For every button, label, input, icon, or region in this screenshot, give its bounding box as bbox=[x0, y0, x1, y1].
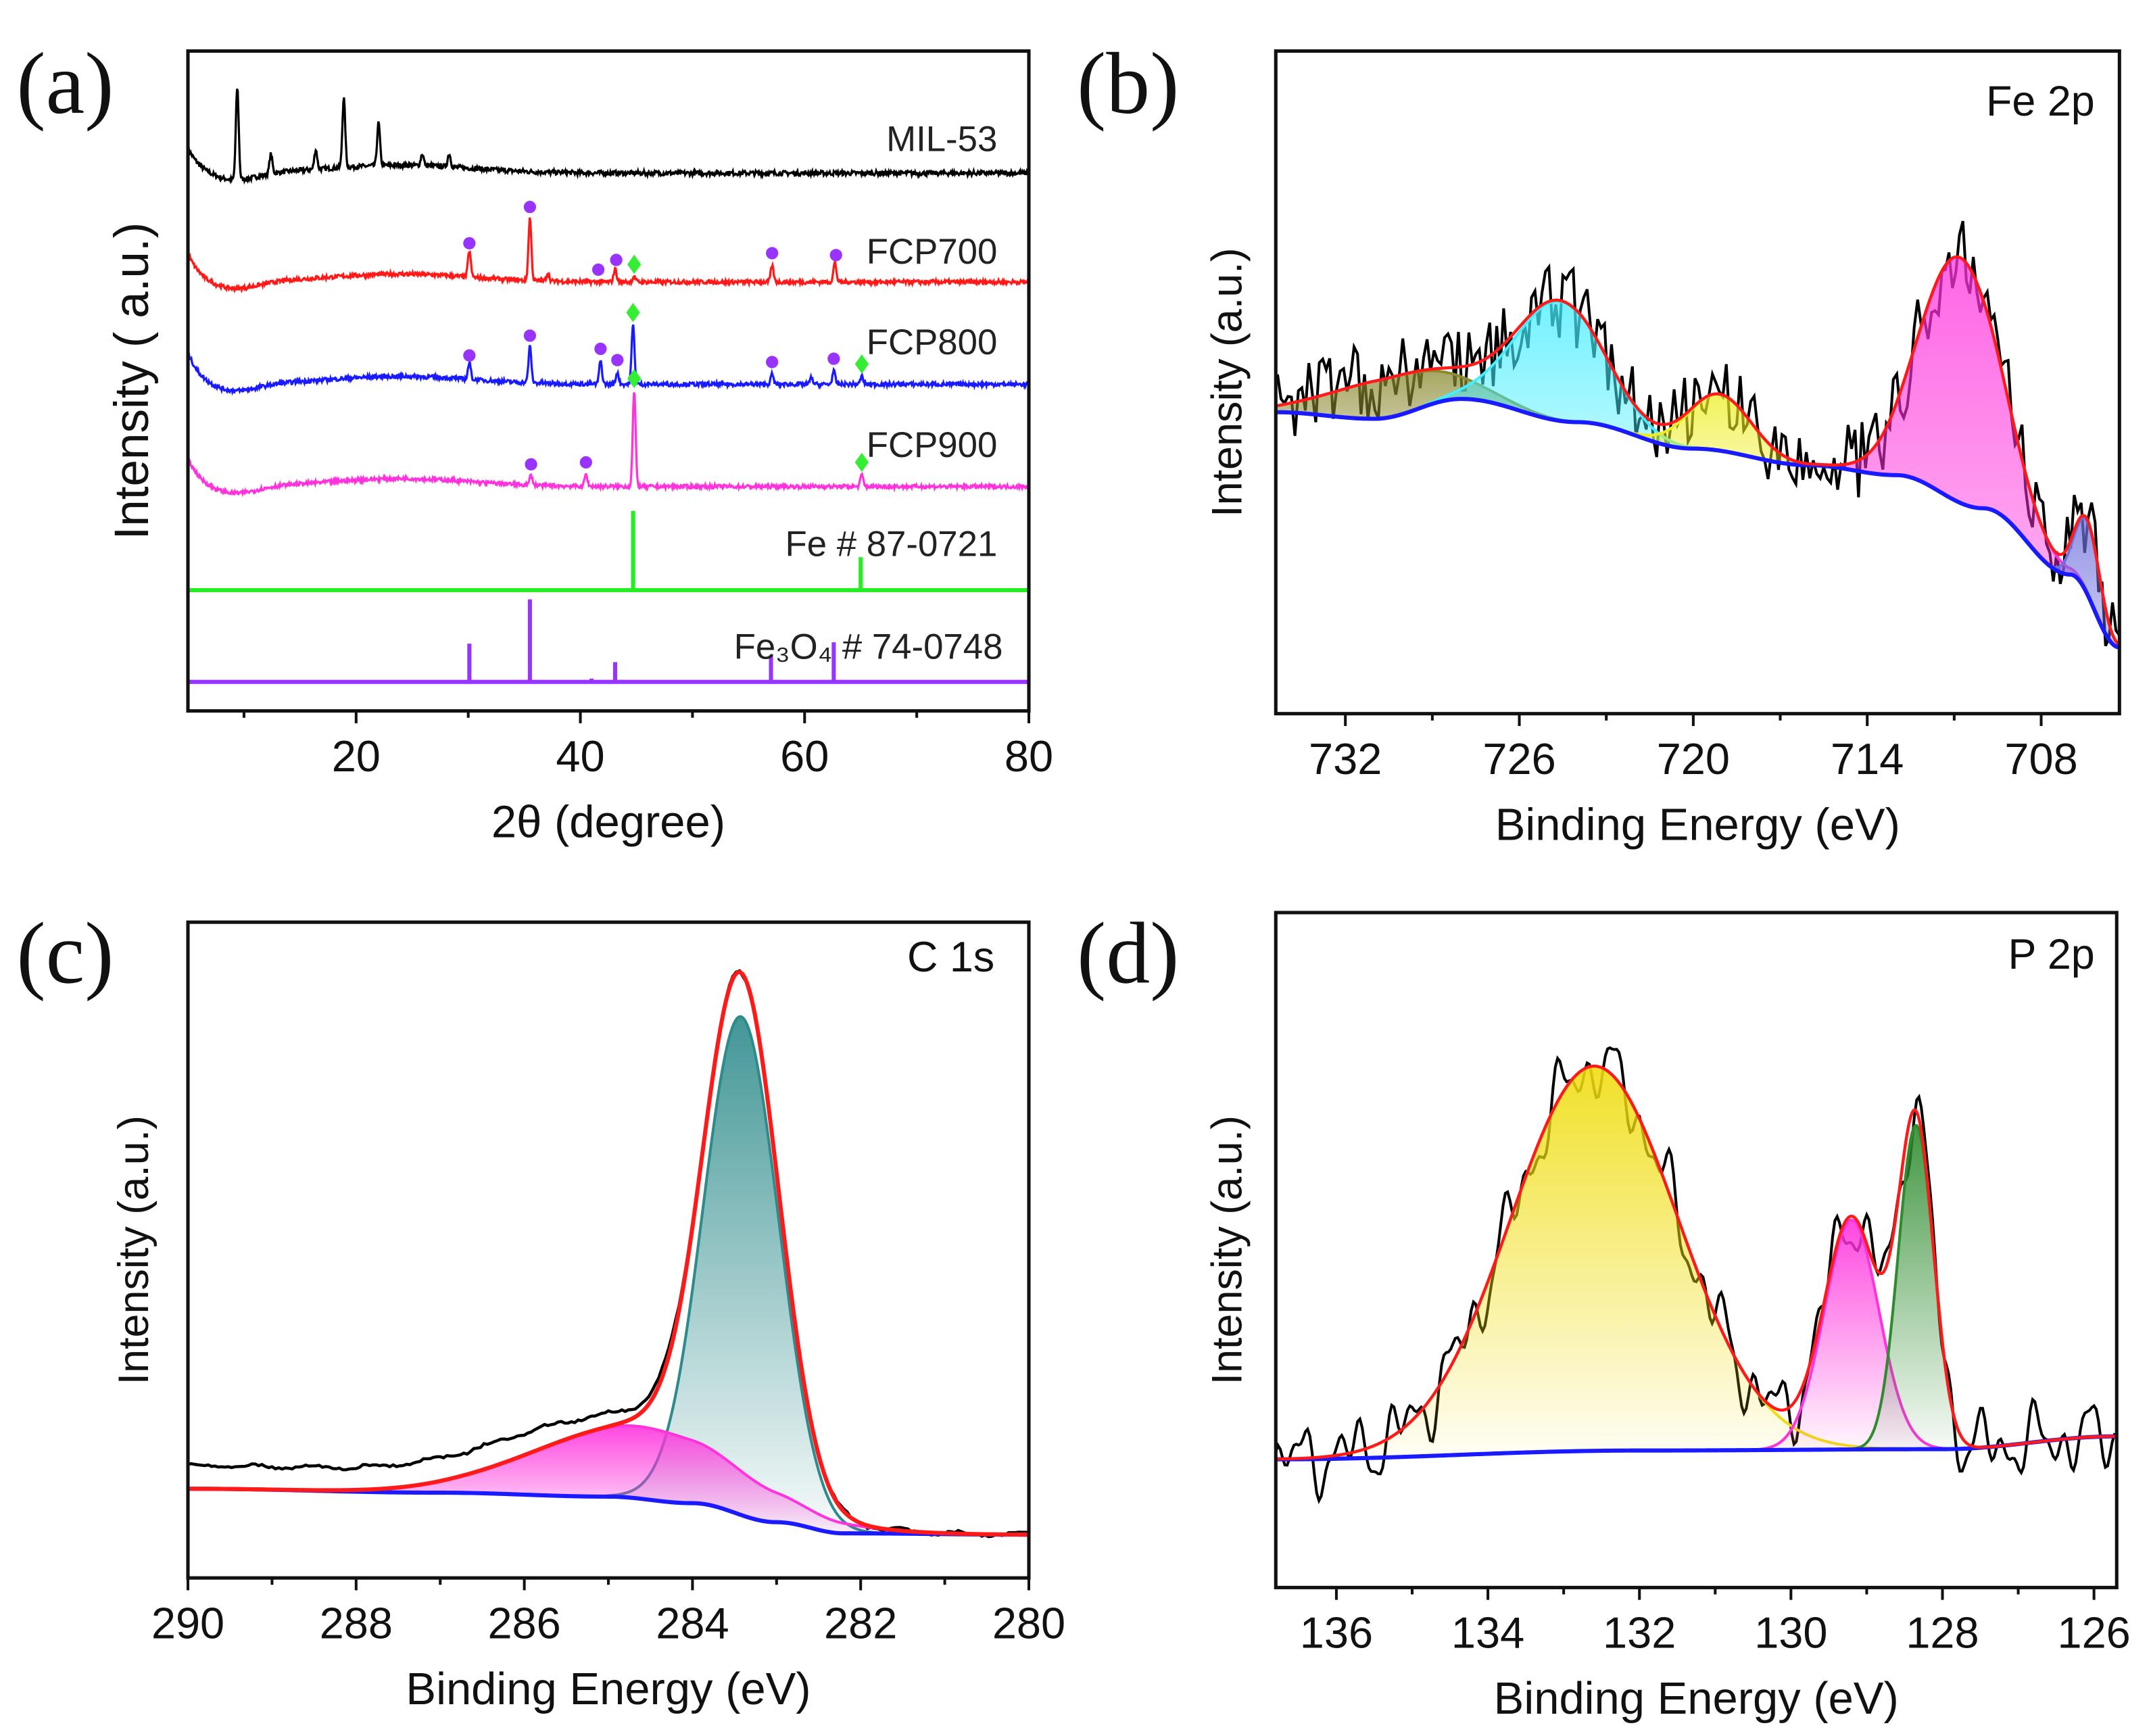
fe3o4-marker bbox=[525, 458, 537, 471]
panel-d-p2p: P 2p 136 134 132 130 128 126 Binding Energy (eV… bbox=[1077, 905, 2131, 1724]
plot-area bbox=[1276, 220, 2120, 650]
fe3o4-marker bbox=[463, 349, 476, 362]
series-label: FCP700 bbox=[867, 232, 998, 272]
x-tick-label: 128 bbox=[1906, 1608, 1979, 1658]
axes-frame bbox=[186, 49, 1031, 713]
panel-label: (c) bbox=[16, 905, 114, 1002]
fe3o4-marker bbox=[610, 254, 623, 266]
component-fill bbox=[1330, 301, 1790, 464]
xrd-trace bbox=[188, 217, 1030, 294]
series-label: FCP900 bbox=[867, 425, 998, 465]
x-tick-label: 284 bbox=[656, 1598, 729, 1647]
x-axis-label: 2θ (degree) bbox=[491, 796, 725, 847]
xrd-trace bbox=[188, 88, 1030, 185]
xrd-trace bbox=[188, 392, 1030, 498]
fe3o4-marker bbox=[463, 237, 476, 249]
fe3o4-marker bbox=[579, 456, 592, 469]
y-axis-label: Intensity (a.u.) bbox=[1204, 1115, 1251, 1384]
fe3o4-marker bbox=[829, 249, 842, 262]
fit-envelope bbox=[1276, 1064, 2117, 1461]
x-tick-label: 282 bbox=[824, 1598, 897, 1647]
series-label: Fe₃O₄ # 74-0748 bbox=[734, 627, 1003, 667]
spectrum-title: Fe 2p bbox=[1986, 78, 2095, 125]
x-tick-label: 60 bbox=[780, 731, 829, 781]
panel-label: (b) bbox=[1077, 35, 1179, 132]
fe3o4-marker bbox=[611, 354, 624, 366]
component-fill bbox=[1824, 1125, 2008, 1450]
x-tick-label: 726 bbox=[1482, 734, 1555, 783]
plot-area bbox=[1276, 1046, 2117, 1505]
fe-marker bbox=[627, 254, 642, 274]
component-fill bbox=[1749, 256, 2120, 648]
y-axis-label: Intensity ( a.u.) bbox=[105, 222, 159, 540]
x-tick-label: 136 bbox=[1300, 1608, 1373, 1658]
x-axis-label: Binding Energy (eV) bbox=[1495, 799, 1900, 850]
fe3o4-marker bbox=[827, 352, 840, 365]
x-tick-label: 80 bbox=[1005, 731, 1053, 781]
x-tick-label: 126 bbox=[2057, 1608, 2130, 1658]
panel-label: (a) bbox=[16, 35, 114, 132]
component-fill bbox=[1276, 1066, 2028, 1460]
fit-envelope bbox=[1276, 255, 2120, 646]
background-line bbox=[1276, 397, 2120, 650]
component-fill bbox=[188, 1425, 1030, 1535]
plot-area bbox=[188, 88, 1030, 684]
xrd-trace bbox=[188, 324, 1030, 396]
x-tick-label: 40 bbox=[556, 731, 604, 781]
series-label: MIL-53 bbox=[886, 120, 997, 160]
panel-label: (d) bbox=[1077, 905, 1179, 1002]
panel-a-xrd: MIL-53 FCP700 FCP800 FCP900 Fe # 87-0721 Fe₃O… bbox=[16, 35, 1053, 847]
x-tick-label: 20 bbox=[332, 731, 381, 781]
plot-area bbox=[188, 969, 1030, 1539]
spectrum-title: C 1s bbox=[907, 934, 994, 981]
component-fill bbox=[1710, 1220, 1993, 1451]
x-tick-label: 132 bbox=[1603, 1608, 1676, 1658]
x-tick-label: 280 bbox=[992, 1598, 1065, 1647]
fe3o4-marker bbox=[594, 342, 607, 356]
x-tick-label: 708 bbox=[2004, 734, 2077, 783]
component-fill bbox=[1276, 370, 1714, 450]
y-axis-label: Intensity (a.u.) bbox=[110, 1115, 158, 1384]
y-axis-label: Intensity (a.u.) bbox=[1204, 247, 1251, 516]
fe3o4-marker bbox=[591, 263, 605, 276]
x-tick-label: 130 bbox=[1754, 1608, 1827, 1658]
x-axis-label: Binding Energy (eV) bbox=[406, 1664, 811, 1714]
x-tick-label: 288 bbox=[320, 1598, 393, 1647]
x-tick-label: 720 bbox=[1657, 734, 1730, 783]
x-tick-label: 732 bbox=[1309, 734, 1382, 783]
x-tick-label: 286 bbox=[487, 1598, 560, 1647]
fe-marker bbox=[626, 303, 640, 322]
spectrum-title: P 2p bbox=[2008, 931, 2095, 978]
series-label: Fe # 87-0721 bbox=[786, 524, 998, 564]
fe3o4-marker bbox=[766, 356, 779, 368]
component-fill bbox=[547, 1016, 936, 1535]
axes-frame bbox=[1274, 911, 2119, 1589]
panel-c-c1s: C 1s 290 288 286 284 282 280 Binding Energy (eV… bbox=[16, 905, 1065, 1714]
axes-frame bbox=[1274, 49, 2121, 716]
fe3o4-marker bbox=[523, 201, 537, 214]
x-tick-label: 134 bbox=[1451, 1608, 1524, 1658]
panel-b-fe2p: Fe 2p 732 726 720 714 708 Binding Energy (eV) I… bbox=[1077, 35, 2121, 850]
fit-envelope bbox=[188, 969, 1030, 1537]
fe3o4-marker bbox=[766, 247, 779, 260]
x-axis-label: Binding Energy (eV) bbox=[1494, 1673, 1899, 1724]
fe3o4-marker bbox=[523, 329, 537, 342]
x-tick-label: 290 bbox=[151, 1598, 224, 1647]
series-label: FCP800 bbox=[867, 322, 998, 362]
component-fill bbox=[1553, 393, 1885, 475]
x-tick-label: 714 bbox=[1831, 734, 1904, 783]
